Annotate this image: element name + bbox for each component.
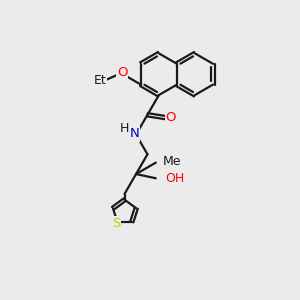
Text: H: H bbox=[120, 122, 129, 135]
Text: O: O bbox=[166, 110, 176, 124]
Text: O: O bbox=[117, 66, 127, 79]
Text: Me: Me bbox=[162, 155, 181, 168]
Text: Et: Et bbox=[94, 74, 106, 87]
Text: S: S bbox=[112, 217, 120, 230]
Text: N: N bbox=[130, 128, 140, 140]
Text: OH: OH bbox=[165, 172, 184, 185]
